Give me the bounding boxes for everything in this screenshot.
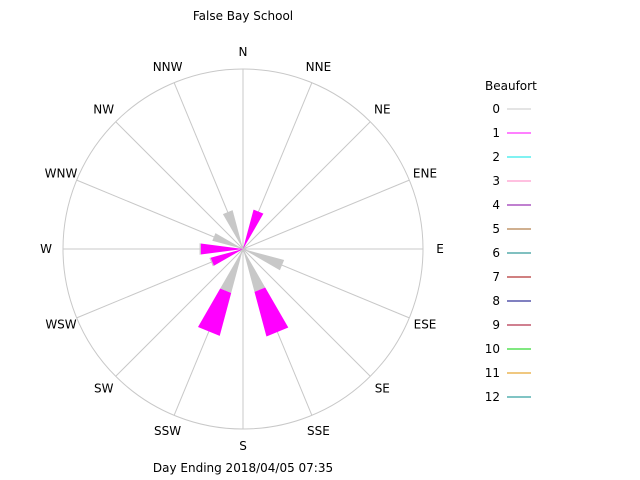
- direction-label-nne: NNE: [306, 60, 332, 74]
- legend-label-6: 6: [492, 246, 500, 260]
- direction-labels: N NNE NE ENE E ESE SE SSE S SSW SW WSW W WNW NW NNW: [40, 45, 444, 453]
- petal-sse-beaufort-0: [243, 249, 266, 292]
- direction-label-wsw: WSW: [45, 317, 76, 331]
- petal-nnw-beaufort-0: [222, 210, 243, 249]
- petal-ssw-beaufort-0: [220, 249, 243, 294]
- legend-label-11: 11: [485, 366, 500, 380]
- petal-wnw-beaufort-0: [212, 233, 243, 249]
- legend-label-9: 9: [492, 318, 500, 332]
- legend-label-3: 3: [492, 174, 500, 188]
- petal-sse-beaufort-1: [254, 287, 289, 337]
- legend-label-0: 0: [492, 102, 500, 116]
- direction-label-ssw: SSW: [154, 424, 181, 438]
- petal-wsw-beaufort-1: [210, 249, 243, 266]
- direction-label-nw: NW: [93, 103, 114, 117]
- legend-label-7: 7: [492, 270, 500, 284]
- petal-w-beaufort-0: [199, 243, 201, 255]
- petal-ssw-beaufort-1: [198, 288, 232, 336]
- direction-label-ese: ESE: [414, 317, 437, 331]
- legend-title: Beaufort: [485, 79, 537, 93]
- spoke-ne: [242, 121, 371, 250]
- spoke-ene: [242, 179, 410, 250]
- petal-ese-beaufort-0: [243, 249, 285, 271]
- rose-petals: [198, 209, 289, 337]
- direction-label-n: N: [239, 45, 248, 59]
- legend-label-1: 1: [492, 126, 500, 140]
- direction-label-e: E: [436, 242, 444, 256]
- chart-title: False Bay School: [193, 9, 293, 23]
- direction-label-nnw: NNW: [153, 60, 183, 74]
- direction-label-ene: ENE: [413, 167, 437, 181]
- direction-label-sw: SW: [94, 381, 114, 395]
- petal-w-beaufort-1: [200, 243, 243, 255]
- spoke-nw: [115, 121, 244, 250]
- legend-label-10: 10: [485, 342, 500, 356]
- direction-label-w: W: [40, 242, 52, 256]
- legend-label-12: 12: [485, 390, 500, 404]
- direction-label-s: S: [239, 439, 247, 453]
- legend-label-2: 2: [492, 150, 500, 164]
- spoke-sw: [115, 248, 244, 377]
- legend-label-5: 5: [492, 222, 500, 236]
- chart-subtitle: Day Ending 2018/04/05 07:35: [153, 461, 333, 475]
- direction-label-se: SE: [375, 381, 390, 395]
- direction-label-wnw: WNW: [45, 167, 78, 181]
- direction-label-ne: NE: [374, 103, 391, 117]
- legend-label-4: 4: [492, 198, 500, 212]
- spoke-se: [242, 248, 371, 377]
- legend-label-8: 8: [492, 294, 500, 308]
- petal-nne-beaufort-1: [243, 209, 264, 249]
- direction-label-sse: SSE: [307, 424, 330, 438]
- petal-wsw-beaufort-0: [209, 257, 214, 267]
